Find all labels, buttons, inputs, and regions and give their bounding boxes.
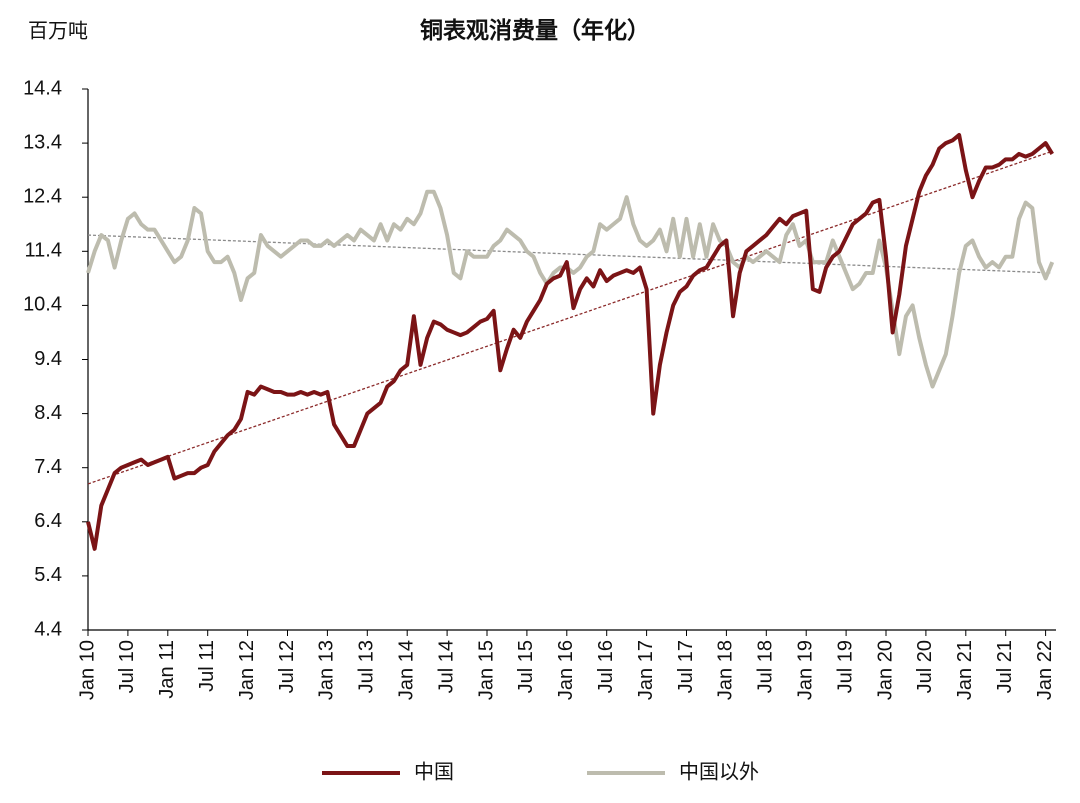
x-tick-label: Jul 19 — [834, 640, 856, 693]
x-tick-label: Jan 13 — [316, 640, 338, 700]
x-tick-label: Jan 15 — [475, 640, 497, 700]
chart-title: 铜表观消费量（年化） — [420, 17, 650, 43]
x-tick-label: Jan 22 — [1034, 640, 1056, 700]
x-tick-label: Jan 20 — [874, 640, 896, 700]
x-tick-label: Jan 19 — [794, 640, 816, 700]
x-tick-label: Jul 21 — [994, 640, 1016, 693]
series-line — [86, 132, 1054, 551]
y-tick-label: 4.4 — [34, 618, 62, 640]
y-tick-label: 12.4 — [23, 185, 62, 207]
legend-label: 中国 — [414, 760, 454, 783]
legend-label: 中国以外 — [679, 760, 759, 783]
x-tick-label: Jan 17 — [635, 640, 657, 700]
y-tick-label: 11.4 — [25, 240, 62, 262]
x-tick-label: Jul 16 — [595, 640, 617, 693]
y-tick-label: 7.4 — [34, 456, 62, 478]
x-tick-label: Jan 21 — [954, 640, 976, 700]
x-tick-label: Jan 14 — [395, 640, 417, 700]
x-tick-label: Jan 12 — [236, 640, 258, 700]
y-tick-label: 14.4 — [23, 77, 62, 99]
x-tick-label: Jan 16 — [555, 640, 577, 700]
y-tick-label: 6.4 — [34, 510, 62, 532]
y-tick-label: 8.4 — [34, 402, 62, 424]
x-tick-label: Jul 11 — [196, 640, 218, 692]
x-tick-label: Jul 18 — [755, 640, 777, 693]
x-tick-label: Jul 15 — [515, 640, 537, 693]
x-tick-label: Jul 20 — [914, 640, 936, 693]
x-tick-label: Jul 10 — [116, 640, 138, 693]
trend-line — [87, 234, 1053, 274]
x-tick-label: Jan 10 — [76, 640, 98, 700]
x-tick-label: Jan 18 — [715, 640, 737, 700]
y-tick-label: 9.4 — [34, 348, 62, 370]
x-tick-label: Jul 14 — [435, 640, 457, 693]
y-tick-label: 10.4 — [23, 294, 62, 316]
x-tick-label: Jul 17 — [675, 640, 697, 693]
trend-line — [87, 150, 1053, 485]
x-tick-label: Jul 13 — [356, 640, 378, 693]
y-tick-label: 5.4 — [34, 564, 62, 586]
y-tick-label: 13.4 — [23, 131, 62, 153]
y-axis-label: 百万吨 — [28, 19, 88, 42]
x-tick-label: Jan 11 — [156, 640, 178, 699]
x-tick-label: Jul 12 — [276, 640, 298, 693]
